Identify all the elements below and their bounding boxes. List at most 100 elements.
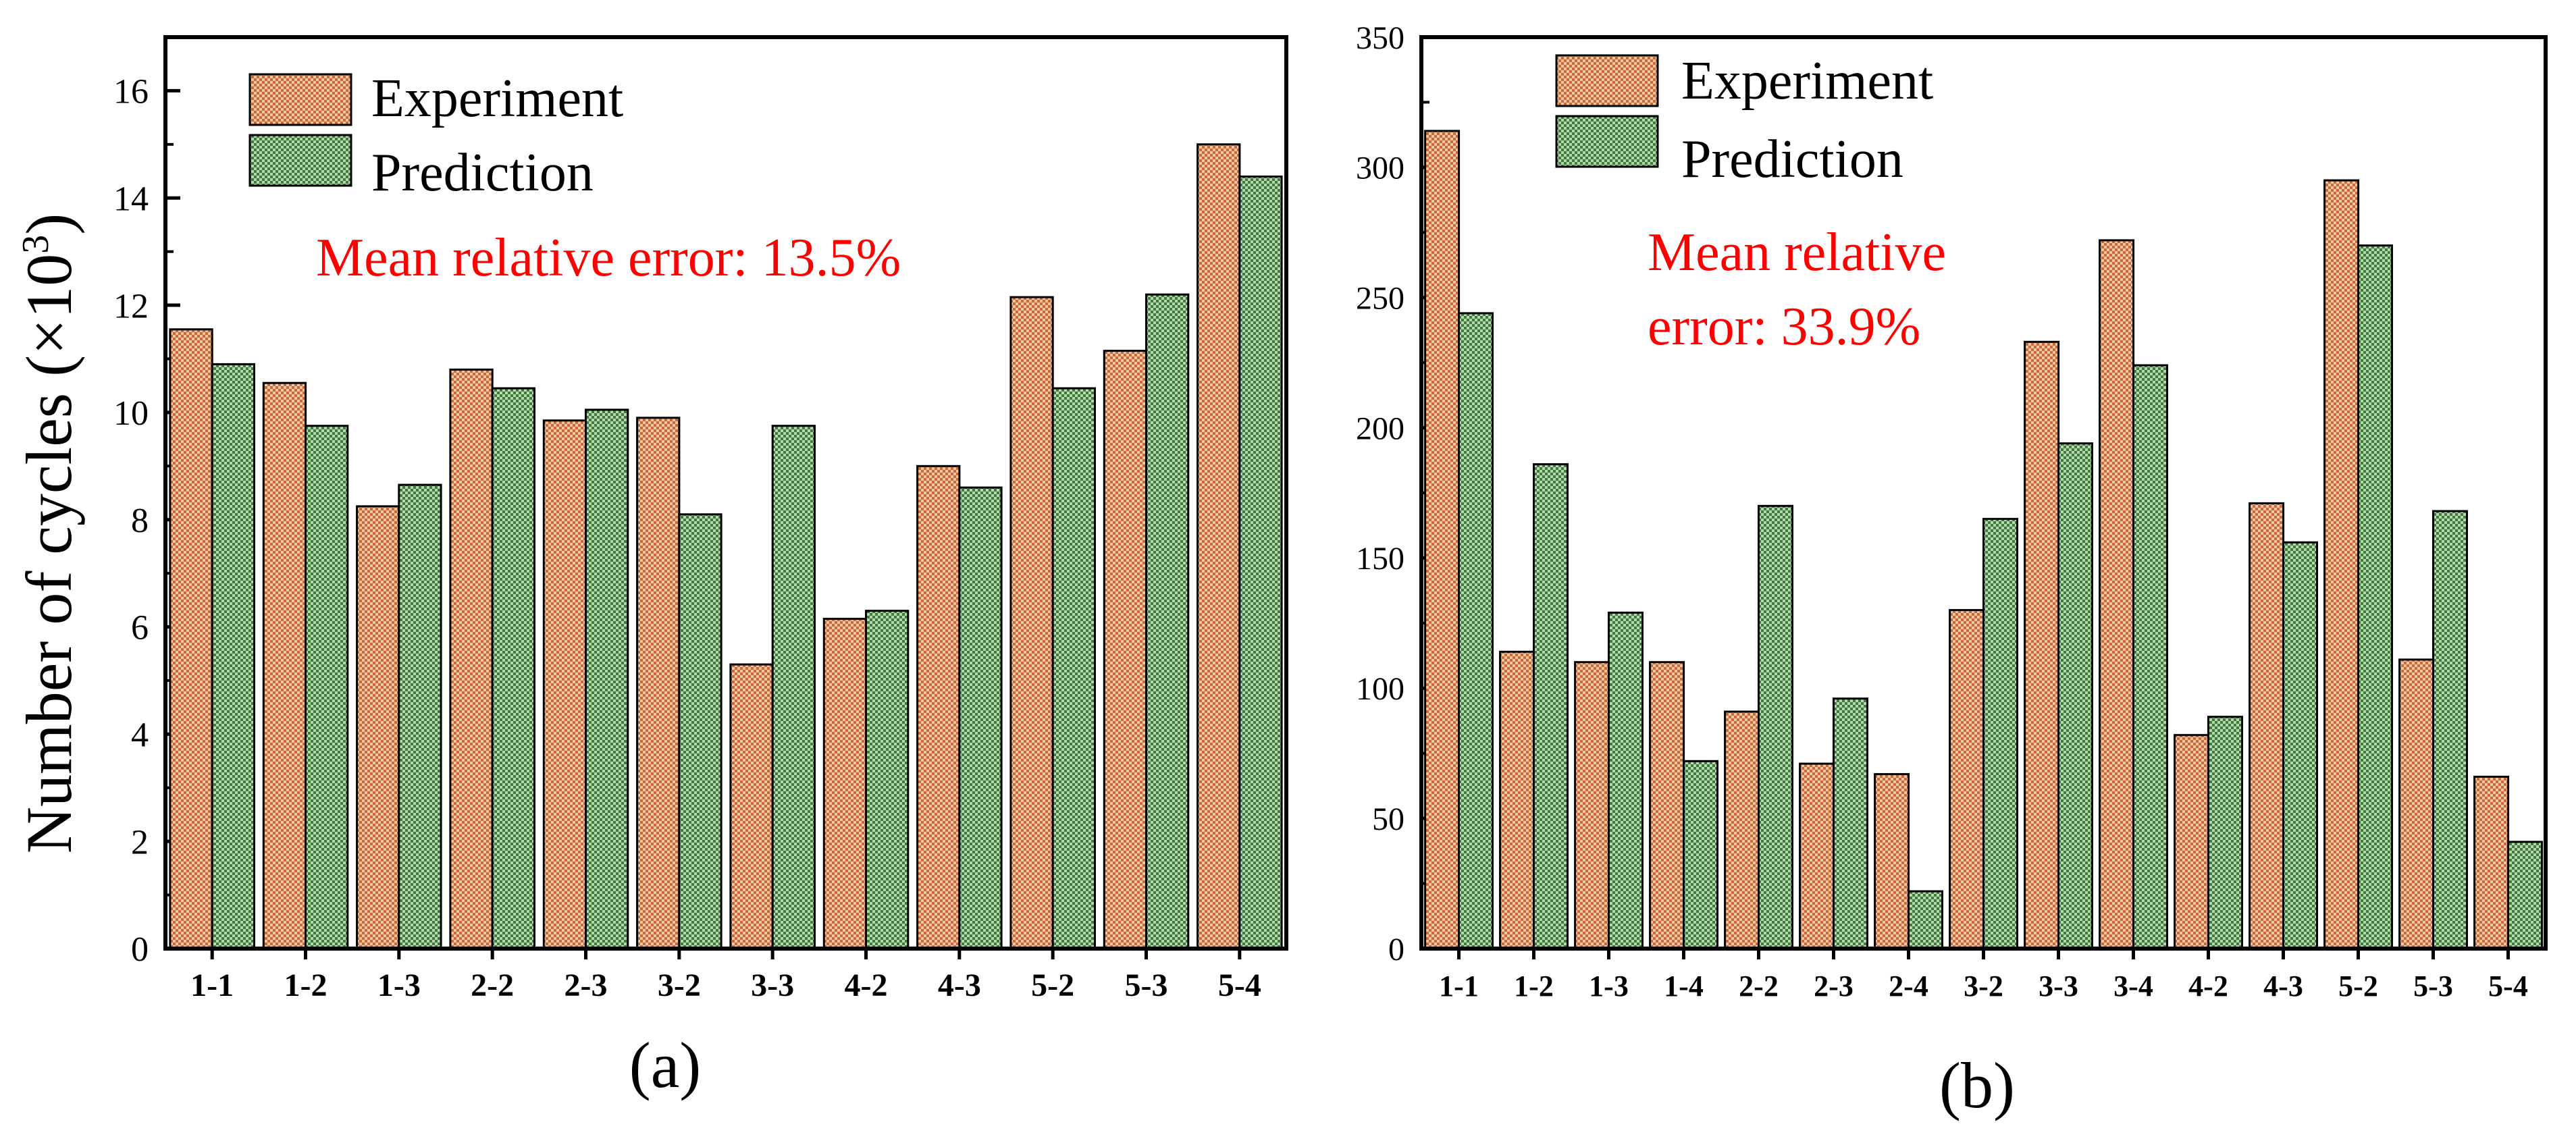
panel-b-ytick-label: 100	[1356, 671, 1404, 707]
panel-a-xtick-label: 4-2	[845, 968, 888, 1003]
panel-b-ytick-label: 0	[1388, 932, 1404, 968]
panel-a-label: (a)	[629, 1029, 702, 1101]
panel-b-ytick-label: 350	[1356, 20, 1404, 56]
panel-a-bar-prediction-2-3	[585, 408, 629, 950]
panel-b-bar-prediction-5-4	[2507, 841, 2543, 950]
panel-b-bar-prediction-3-2	[1982, 518, 2018, 950]
panel-a-bar-experiment-3-2	[636, 417, 681, 950]
panel-b-bar-experiment-1-4	[1649, 661, 1685, 950]
panel-b-xtick-label: 5-4	[2488, 970, 2528, 1003]
panel-a-bar-experiment-4-3	[916, 465, 961, 950]
panel-b-bar-prediction-2-3	[1833, 697, 1868, 950]
panel-a-bar-prediction-3-2	[678, 513, 722, 950]
panel-a-bar-experiment-1-2	[262, 381, 307, 950]
panel-a-bar-prediction-2-2	[491, 387, 536, 950]
panel-a-legend: Experiment Prediction	[248, 69, 623, 203]
panel-b-label: (b)	[1939, 1049, 2015, 1121]
panel-a-xtick-label: 3-3	[751, 968, 794, 1003]
panel-b-bar-experiment-5-4	[2473, 775, 2510, 950]
panel-a-legend-swatch-experiment	[248, 73, 352, 126]
panel-b-legend-swatch-prediction	[1555, 115, 1659, 168]
panel-a-bar-prediction-1-2	[305, 425, 349, 950]
panel-b-bar-prediction-2-4	[1908, 890, 1943, 950]
panel-b-bar-prediction-5-3	[2432, 510, 2468, 950]
panel-b-ytick-label: 200	[1356, 410, 1404, 446]
panel-a-xtick-label: 5-3	[1125, 968, 1168, 1003]
panel-b-xtick-label: 2-4	[1889, 970, 1928, 1003]
panel-a-xtick-label: 2-3	[564, 968, 608, 1003]
panel-b-xtick-label: 3-3	[2039, 970, 2078, 1003]
panel-b-ytick-label: 150	[1356, 541, 1404, 577]
chart-panel-a: 0 2 4 6 8 10 12 14 16 1-1 1-2 1-3 2-2 2-3 3-2 3-3 4-2 4-3…	[113, 35, 1288, 1101]
panel-a-ytick-label: 10	[113, 394, 149, 433]
panel-a-tick-labels: 0 2 4 6 8 10 12 14 16 1-1 1-2 1-3 2-2 2-3 3-2 3-3 4-2 4-3…	[113, 73, 1261, 1003]
panel-a-bar-experiment-5-4	[1197, 143, 1241, 950]
panel-a-bar-experiment-1-1	[169, 328, 213, 950]
panel-b-bar-prediction-5-2	[2357, 244, 2393, 950]
panel-b-xtick-label: 5-2	[2338, 970, 2378, 1003]
panel-b-bar-experiment-2-3	[1799, 762, 1835, 950]
panel-b-xtick-label: 2-3	[1814, 970, 1854, 1003]
panel-a-ytick-label: 2	[131, 823, 149, 862]
panel-b-bar-prediction-3-4	[2132, 364, 2168, 950]
panel-a-ytick-label: 8	[131, 502, 149, 540]
panel-b-bar-experiment-3-4	[2099, 239, 2135, 950]
panel-a-bar-prediction-1-3	[398, 483, 442, 950]
panel-b-bar-experiment-1-1	[1424, 130, 1461, 950]
panel-a-bar-experiment-1-3	[356, 505, 400, 950]
panel-a-legend-prediction: Prediction	[371, 143, 594, 203]
panel-b-legend-experiment: Experiment	[1681, 51, 1933, 111]
panel-a-xtick-label: 2-2	[471, 968, 514, 1003]
panel-a-bar-experiment-5-2	[1009, 296, 1054, 950]
y-axis-label-main: Number of cycles (	[13, 355, 85, 853]
panel-b-xtick-label: 5-3	[2413, 970, 2453, 1003]
y-axis-label-multiplier: ×10	[13, 254, 85, 355]
panel-b-legend: Experiment Prediction	[1555, 51, 1933, 189]
panel-a-bar-experiment-5-3	[1103, 350, 1148, 950]
panel-b-bar-prediction-2-2	[1758, 504, 1793, 950]
panel-b-bar-experiment-2-2	[1724, 710, 1760, 950]
panel-a-xtick-label: 1-1	[190, 968, 234, 1003]
panel-b-xtick-label: 2-2	[1739, 970, 1779, 1003]
panel-a-bar-prediction-4-2	[865, 610, 910, 950]
y-axis-label: Number of cycles (×103)	[13, 213, 85, 853]
panel-a-ytick-label: 0	[131, 930, 149, 969]
panel-b-xtick-label: 4-3	[2263, 970, 2303, 1003]
panel-b-tick-labels: 0 50 100 150 200 250 300 350 1-1 1-2 1-3 1-4 2-2 2-3 2…	[1356, 20, 2528, 1003]
panel-b-xtick-label: 1-3	[1589, 970, 1629, 1003]
panel-b-bar-experiment-1-2	[1499, 650, 1535, 950]
panel-b-bar-experiment-4-3	[2249, 502, 2285, 950]
panel-a-bar-experiment-2-3	[542, 419, 587, 950]
panel-a-bar-prediction-1-1	[211, 363, 256, 950]
panel-a-xtick-label: 5-4	[1218, 968, 1261, 1003]
panel-b-legend-prediction: Prediction	[1681, 130, 1903, 189]
panel-a-xtick-label: 1-2	[284, 968, 327, 1003]
panel-b-bar-prediction-1-4	[1683, 760, 1718, 950]
panel-b-xtick-label: 1-2	[1514, 970, 1554, 1003]
panel-b-bar-prediction-1-3	[1608, 611, 1644, 950]
panel-b-frame	[1419, 35, 2548, 951]
panel-b-ytick-label: 50	[1372, 801, 1404, 837]
panel-b-xtick-label: 3-4	[2113, 970, 2153, 1003]
panel-b-annotation-line-1: Mean relative	[1648, 223, 1946, 282]
panel-a-ytick-label: 12	[113, 287, 149, 325]
panel-a-bar-prediction-3-3	[771, 425, 816, 950]
panel-a-bar-prediction-5-3	[1145, 293, 1190, 950]
panel-b-xtick-label: 1-1	[1439, 970, 1479, 1003]
panel-b-bar-prediction-4-3	[2282, 541, 2318, 950]
panel-b-bar-experiment-3-3	[2024, 340, 2060, 950]
panel-b-bar-experiment-1-3	[1574, 661, 1610, 950]
panel-a-frame	[163, 35, 1288, 951]
panel-b-xtick-label: 4-2	[2188, 970, 2228, 1003]
panel-a-bar-prediction-5-2	[1051, 387, 1096, 950]
panel-a-bar-experiment-4-2	[822, 618, 868, 950]
panel-b-legend-swatch-experiment	[1555, 54, 1659, 107]
panel-a-xtick-label: 5-2	[1031, 968, 1074, 1003]
panel-a-xtick-label: 3-2	[658, 968, 701, 1003]
panel-b-xtick-label: 1-4	[1664, 970, 1704, 1003]
panel-a-ytick-label: 14	[113, 180, 149, 218]
chart-panel-b: 0 50 100 150 200 250 300 350 1-1 1-2 1-3 1-4 2-2 2-3 2…	[1356, 20, 2548, 1121]
panel-a-bars	[169, 143, 1283, 950]
y-axis-label-exponent: 3	[15, 235, 57, 254]
